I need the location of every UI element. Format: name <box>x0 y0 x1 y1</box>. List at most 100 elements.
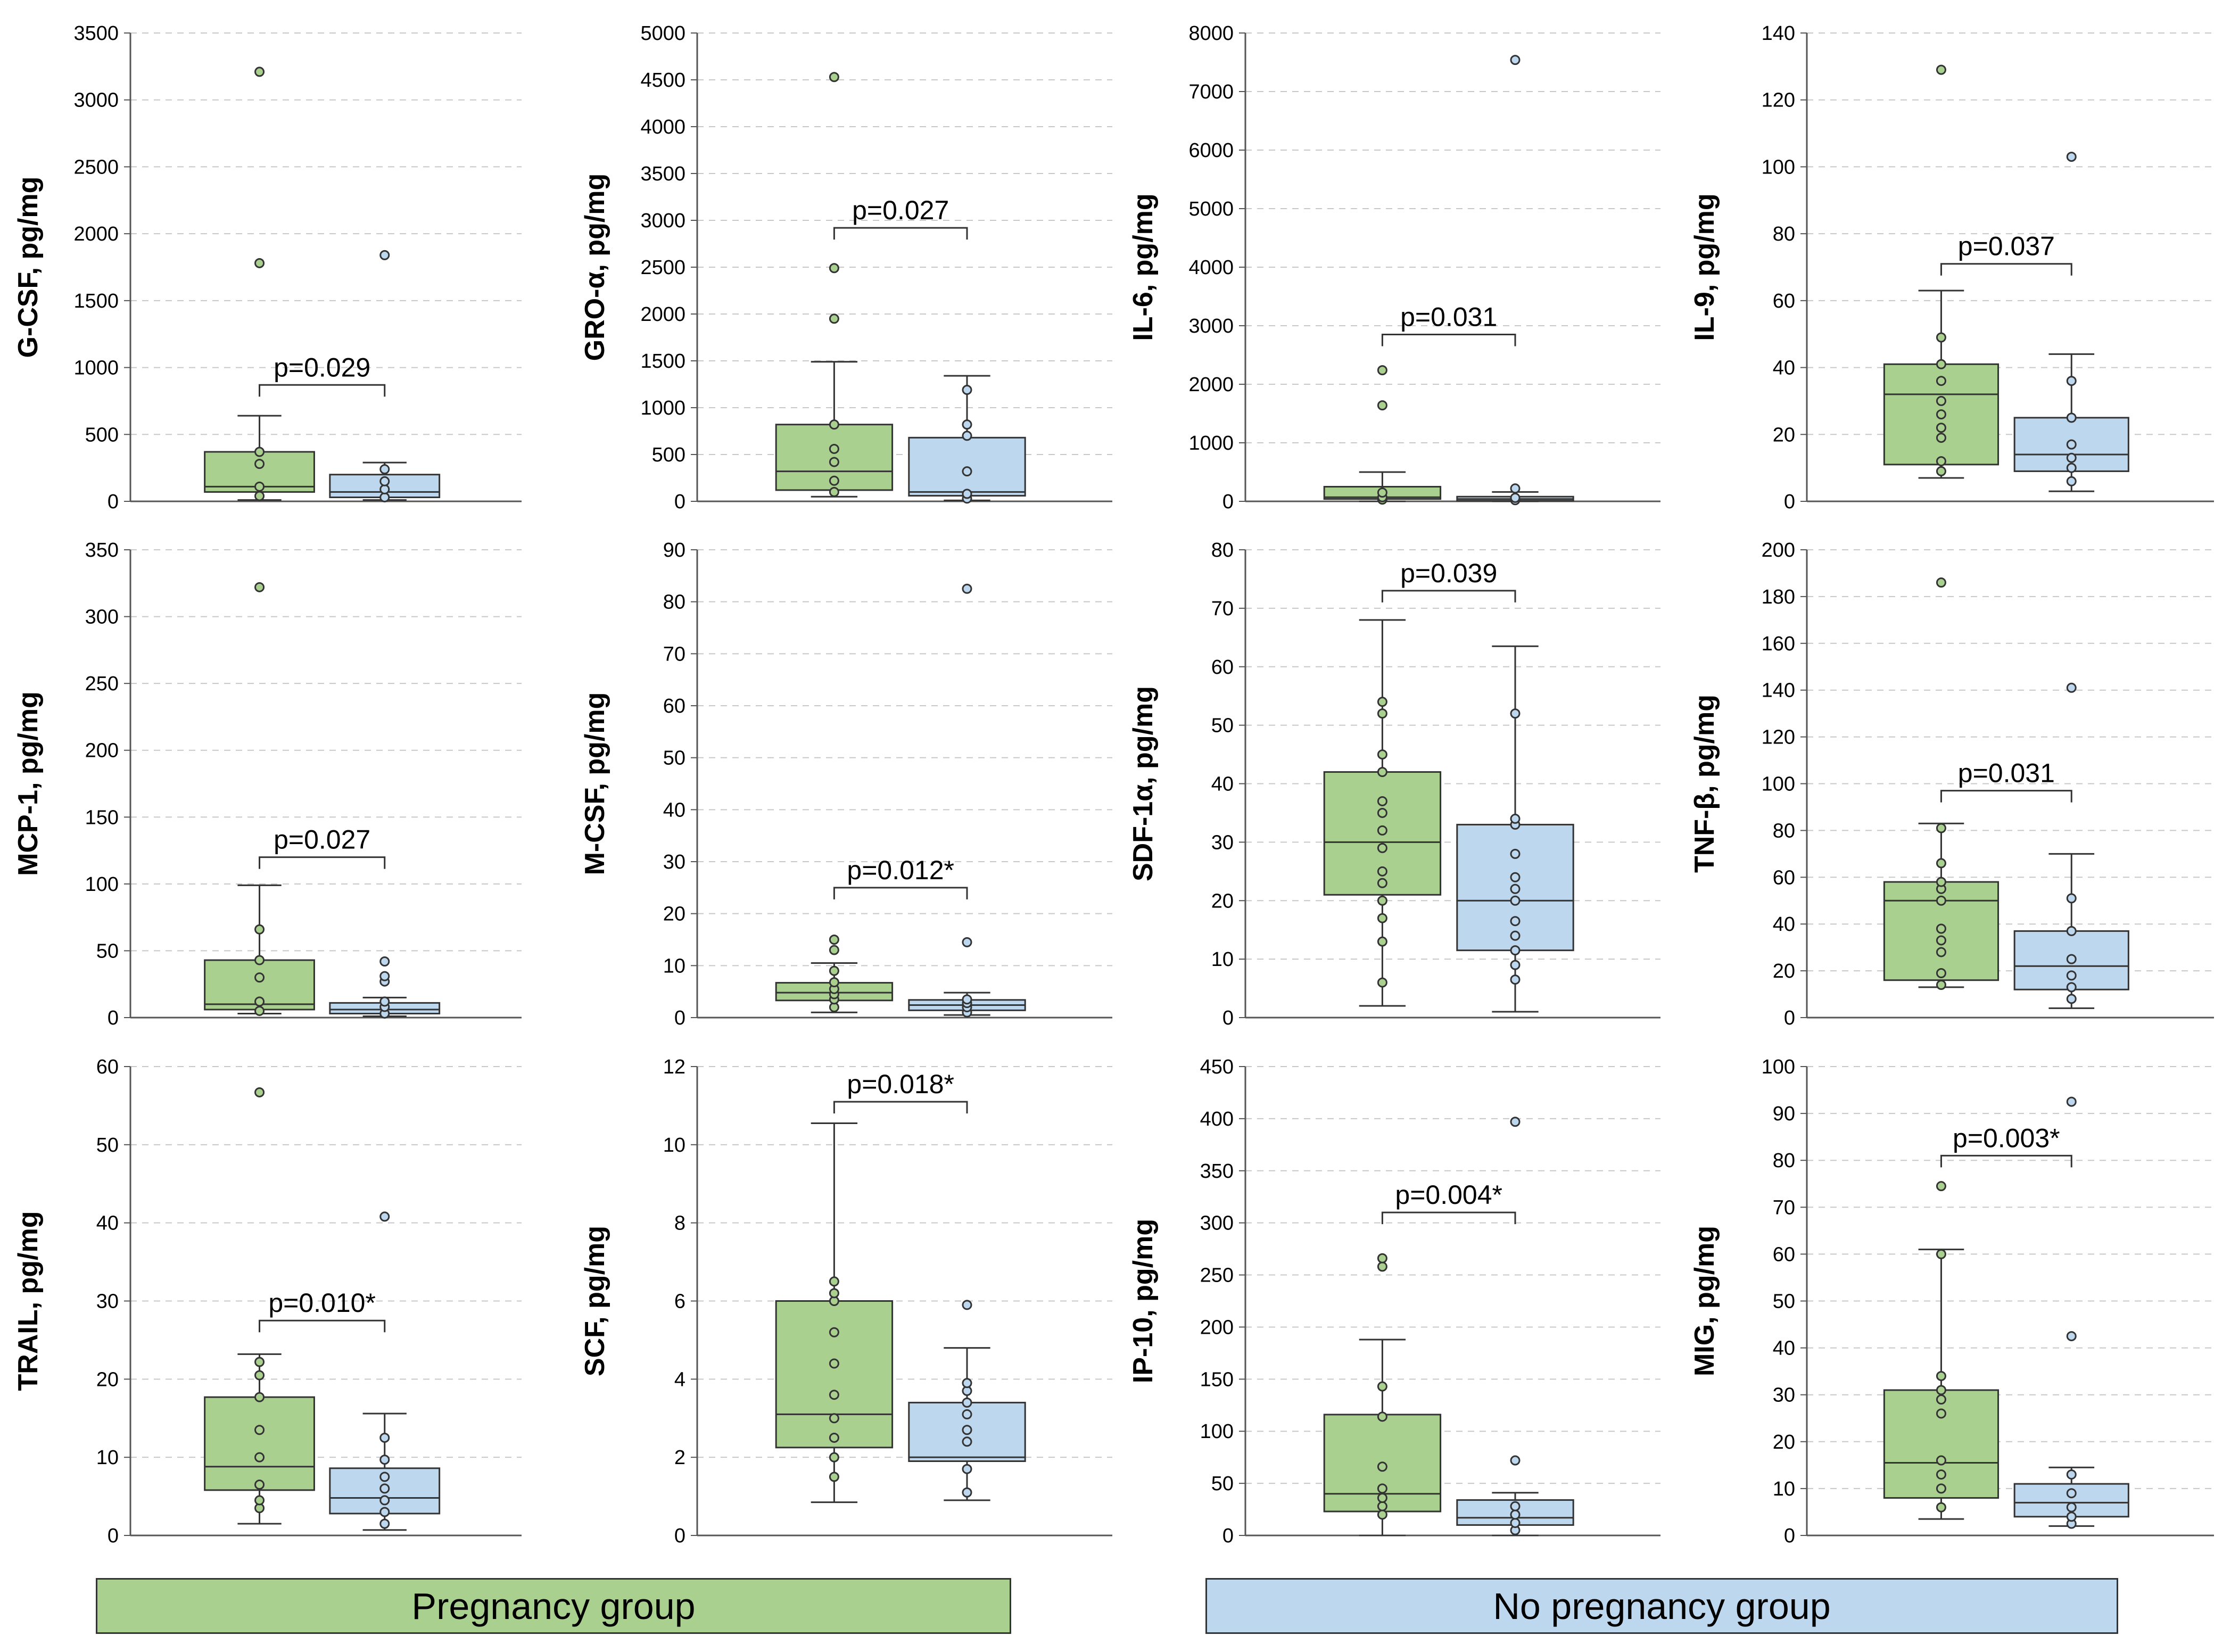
y-tick-label: 5000 <box>1188 198 1234 220</box>
y-tick-label: 450 <box>1200 1056 1234 1078</box>
data-point <box>2066 1502 2077 1513</box>
y-tick-label: 50 <box>663 747 685 770</box>
box-pregnancy <box>1323 1253 1442 1537</box>
data-point <box>2066 954 2077 964</box>
y-axis-label: SDF-1α, pg/mg <box>1128 686 1159 881</box>
data-point <box>1510 960 1521 970</box>
data-point <box>1510 1509 1521 1520</box>
y-tick-label: 4 <box>674 1368 685 1391</box>
data-point <box>379 1495 390 1506</box>
data-point <box>829 1472 839 1482</box>
data-point <box>254 1005 265 1016</box>
y-tick-label: 2000 <box>1188 374 1234 396</box>
y-tick-label: 300 <box>85 606 119 629</box>
box-no-pregnancy <box>1456 55 1574 506</box>
data-point <box>1377 1381 1387 1392</box>
panel-11: 0 50 100 150 200 250 300 350 400 450 IP-10, pg/mg p… <box>1128 1056 1660 1547</box>
y-tick-label: 0 <box>108 1525 119 1547</box>
p-value-label: p=0.031 <box>1400 302 1497 332</box>
y-tick-label: 2000 <box>73 223 119 245</box>
data-point <box>829 457 839 467</box>
data-point <box>1936 376 1946 386</box>
data-point <box>254 1392 265 1402</box>
y-tick-label: 3000 <box>640 210 685 232</box>
data-point <box>962 583 972 594</box>
y-tick-label: 500 <box>85 424 119 446</box>
significance-bracket <box>1381 1211 1516 1225</box>
data-point <box>962 1436 972 1447</box>
y-tick-label: 250 <box>85 673 119 695</box>
box-no-pregnancy <box>329 956 441 1019</box>
data-point <box>1377 977 1387 988</box>
data-point <box>962 385 972 395</box>
y-tick-label: 60 <box>1773 1243 1795 1266</box>
data-point <box>829 72 839 82</box>
data-point <box>1936 64 1946 75</box>
data-point <box>829 419 839 430</box>
data-point <box>962 1300 972 1310</box>
data-point <box>962 466 972 477</box>
y-tick-label: 350 <box>85 539 119 561</box>
panel-9: 0 10 20 30 40 50 60 TRAIL, pg/mg p=0.010* <box>13 1056 522 1547</box>
data-point <box>1510 872 1521 882</box>
data-point <box>2066 452 2077 463</box>
data-point <box>1510 883 1521 894</box>
data-point <box>254 258 265 268</box>
y-axis-label: MIG, pg/mg <box>1689 1226 1720 1376</box>
data-point <box>1510 1117 1521 1127</box>
legend-no-pregnancy-group: No pregnancy group <box>1205 1578 2118 1634</box>
data-point <box>254 996 265 1007</box>
data-point <box>829 263 839 274</box>
y-tick-label: 200 <box>85 740 119 762</box>
y-tick-label: 500 <box>652 444 685 466</box>
iqr-box <box>204 1396 315 1491</box>
data-point <box>1936 409 1946 420</box>
y-tick-label: 90 <box>1773 1103 1795 1125</box>
y-tick-label: 100 <box>1762 773 1795 796</box>
data-point <box>1377 1509 1387 1520</box>
significance-bracket <box>1940 1154 2072 1168</box>
y-tick-label: 50 <box>1773 1291 1795 1313</box>
y-axis-label: M-CSF, pg/mg <box>580 692 610 875</box>
data-point <box>1377 825 1387 836</box>
data-point <box>2066 982 2077 993</box>
data-point <box>1936 359 1946 369</box>
data-point <box>2066 994 2077 1004</box>
data-point <box>962 937 972 947</box>
data-point <box>962 431 972 441</box>
legend-pregnancy-group: Pregnancy group <box>96 1578 1011 1634</box>
box-no-pregnancy <box>329 250 441 502</box>
box-no-pregnancy <box>1456 645 1574 1013</box>
y-axis-label: TNF-β, pg/mg <box>1689 695 1720 873</box>
panel-7: 0 10 20 30 40 50 60 70 80 SDF-1α, pg/mg p=0.039 <box>1128 539 1660 1029</box>
data-point <box>1936 423 1946 433</box>
y-tick-label: 20 <box>96 1368 119 1391</box>
box-pregnancy <box>775 1122 894 1504</box>
data-point <box>829 313 839 324</box>
data-point <box>962 489 972 499</box>
y-tick-label: 50 <box>1211 715 1234 737</box>
data-point <box>962 1464 972 1474</box>
data-point <box>254 582 265 592</box>
y-tick-label: 4000 <box>1188 257 1234 279</box>
data-point <box>1510 916 1521 927</box>
data-point <box>379 971 390 981</box>
significance-bracket <box>833 227 968 240</box>
data-point <box>379 1432 390 1443</box>
data-point <box>2066 926 2077 936</box>
y-tick-label: 3000 <box>1188 315 1234 337</box>
y-tick-label: 150 <box>85 806 119 829</box>
y-axis-label: MCP-1, pg/mg <box>13 691 44 876</box>
box-pregnancy <box>1883 577 2000 990</box>
data-point <box>254 1495 265 1506</box>
data-point <box>1936 947 1946 957</box>
data-point <box>1510 895 1521 906</box>
y-tick-label: 4000 <box>640 116 685 138</box>
box-pregnancy <box>775 935 894 1013</box>
data-point <box>829 965 839 976</box>
y-tick-label: 0 <box>674 1525 685 1547</box>
data-point <box>829 443 839 454</box>
y-tick-label: 10 <box>1211 948 1234 971</box>
y-tick-label: 0 <box>1222 1007 1234 1029</box>
